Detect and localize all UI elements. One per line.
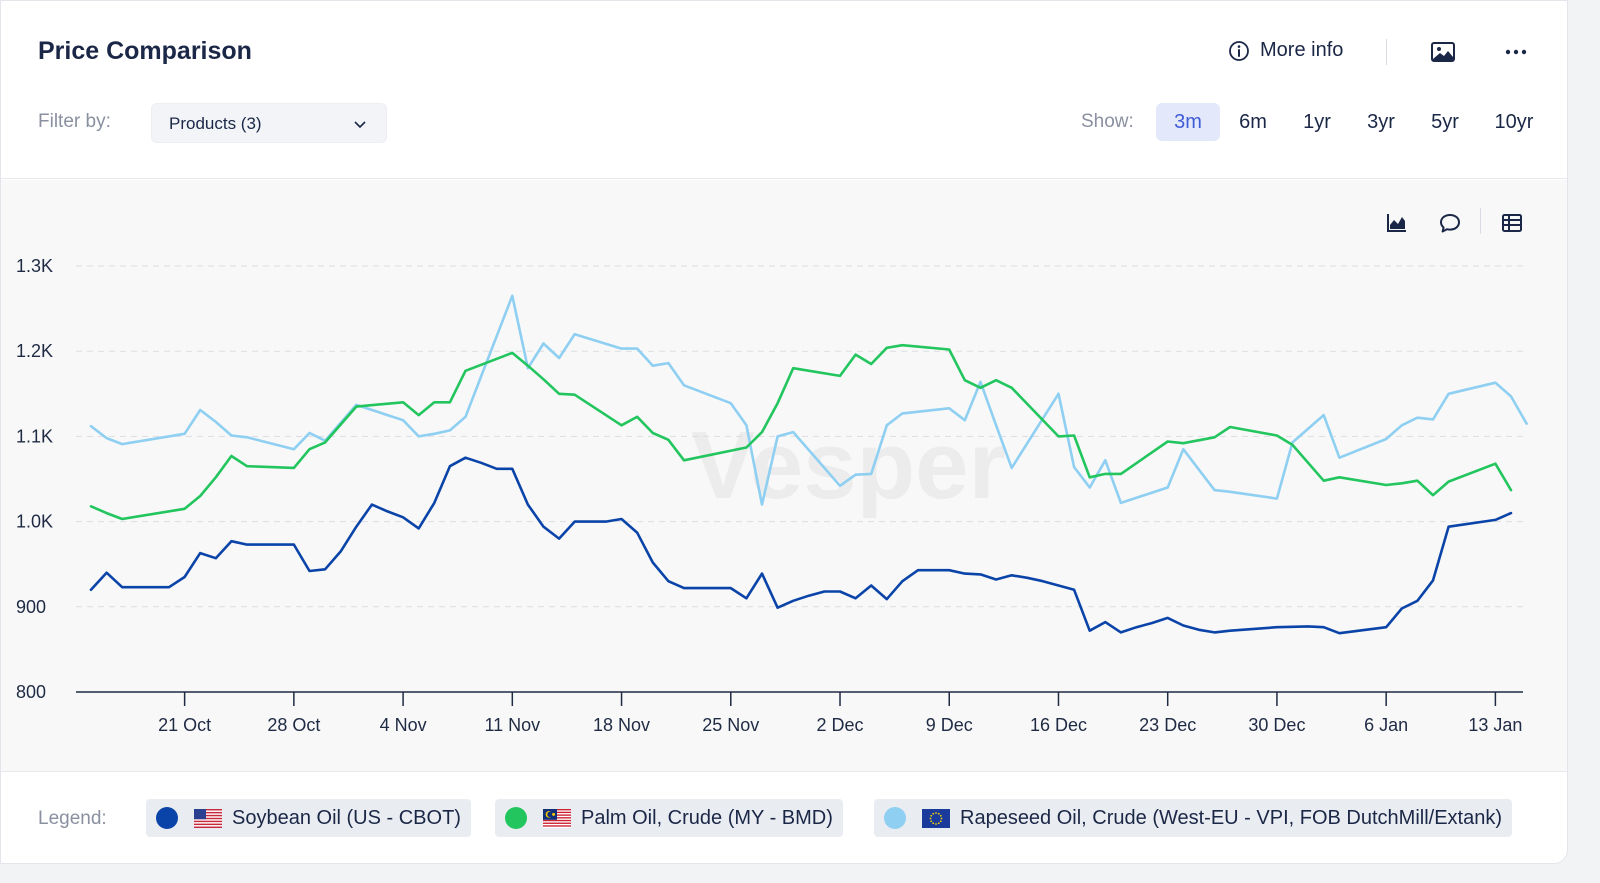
products-filter-value: Products (3) <box>169 114 262 133</box>
eu-flag-icon <box>922 808 950 828</box>
range-5yr-button[interactable]: 5yr <box>1431 111 1459 133</box>
image-download-icon[interactable] <box>1429 39 1457 65</box>
legend-item-soybean-oil[interactable]: Soybean Oil (US - CBOT) <box>146 799 471 837</box>
info-icon <box>1229 40 1249 61</box>
y-tick-label: 1.1K <box>16 426 53 446</box>
more-info-button[interactable]: More info <box>1228 39 1343 62</box>
legend-item-label: Rapeseed Oil, Crude (West-EU - VPI, FOB … <box>960 806 1503 829</box>
filter-label: Filter by: <box>38 111 111 132</box>
line-chart: Vesper 800 900 1.0K 1.1K 1.2K 1.3K 21 Oct 28 Oc… <box>16 256 1528 735</box>
x-tick-label: 18 Nov <box>593 715 650 735</box>
comment-icon[interactable] <box>1437 210 1463 236</box>
legend-item-label: Palm Oil, Crude (MY - BMD) <box>581 806 833 829</box>
more-options-icon[interactable] <box>1501 39 1531 65</box>
chart-watermark: Vesper <box>691 412 1006 519</box>
legend-color-dot <box>505 807 527 829</box>
us-flag-icon <box>194 808 222 828</box>
x-tick-label: 2 Dec <box>816 715 863 735</box>
chart-tools-divider <box>1480 208 1481 234</box>
x-tick-label: 25 Nov <box>702 715 759 735</box>
y-tick-label: 900 <box>16 597 46 617</box>
y-tick-label: 1.0K <box>16 512 53 532</box>
legend-item-palm-oil[interactable]: Palm Oil, Crude (MY - BMD) <box>495 799 843 837</box>
x-tick-label: 21 Oct <box>158 715 211 735</box>
legend-label: Legend: <box>38 808 107 829</box>
range-10yr-button[interactable]: 10yr <box>1494 111 1534 133</box>
y-tick-label: 800 <box>16 682 46 702</box>
more-info-label: More info <box>1260 39 1344 61</box>
x-tick-label: 9 Dec <box>926 715 973 735</box>
palm-oil-line <box>89 343 1513 521</box>
products-filter-dropdown[interactable]: Products (3) <box>151 103 387 143</box>
x-tick-label: 6 Jan <box>1364 715 1408 735</box>
x-tick-label: 16 Dec <box>1030 715 1087 735</box>
range-6m-button[interactable]: 6m <box>1239 111 1267 133</box>
legend-item-label: Soybean Oil (US - CBOT) <box>232 806 461 829</box>
y-tick-label: 1.2K <box>16 341 53 361</box>
chart-view-icon[interactable] <box>1384 210 1410 236</box>
table-view-icon[interactable] <box>1499 210 1525 236</box>
header-divider <box>1386 39 1387 65</box>
x-tick-label: 11 Nov <box>484 715 540 735</box>
legend-item-rapeseed-oil[interactable]: Rapeseed Oil, Crude (West-EU - VPI, FOB … <box>874 799 1513 837</box>
legend-color-dot <box>156 807 178 829</box>
price-comparison-card: Price Comparison More info Filter by: Pr… <box>0 0 1568 864</box>
chevron-down-icon <box>354 121 366 129</box>
x-tick-label: 28 Oct <box>267 715 320 735</box>
x-tick-label: 30 Dec <box>1248 715 1305 735</box>
show-label: Show: <box>1081 111 1134 132</box>
y-tick-label: 1.3K <box>16 256 53 276</box>
legend-color-dot <box>884 807 906 829</box>
x-tick-label: 23 Dec <box>1139 715 1196 735</box>
chart-area: Vesper 800 900 1.0K 1.1K 1.2K 1.3K 21 Oct 28 Oc… <box>1 180 1567 772</box>
x-tick-label: 4 Nov <box>380 715 427 735</box>
my-flag-icon <box>543 808 571 828</box>
x-tick-label: 13 Jan <box>1468 715 1522 735</box>
range-3yr-button[interactable]: 3yr <box>1367 111 1395 133</box>
range-3m-button[interactable]: 3m <box>1156 103 1220 141</box>
card-header: Price Comparison More info Filter by: Pr… <box>1 1 1567 179</box>
page-title: Price Comparison <box>38 37 252 65</box>
soybean-oil-line <box>89 456 1513 635</box>
range-1yr-button[interactable]: 1yr <box>1303 111 1331 133</box>
